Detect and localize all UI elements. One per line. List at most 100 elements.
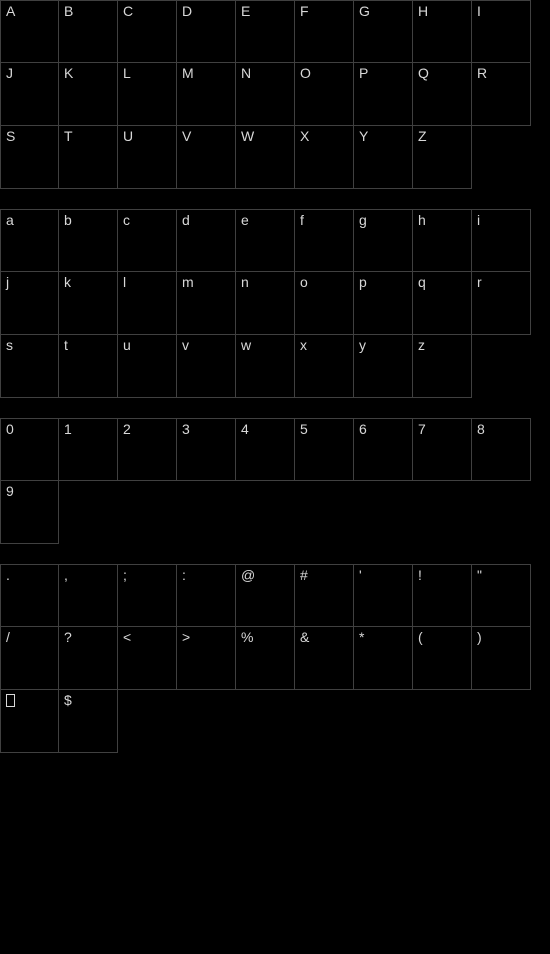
glyph: 7	[418, 421, 426, 437]
glyph: e	[241, 212, 249, 228]
char-cell: :	[177, 564, 236, 627]
char-cell: #	[295, 564, 354, 627]
glyph: H	[418, 3, 429, 19]
char-cell: L	[118, 63, 177, 126]
glyph: n	[241, 274, 249, 290]
char-cell: 8	[472, 418, 531, 481]
glyph: 5	[300, 421, 308, 437]
char-cell: m	[177, 272, 236, 335]
glyph: (	[418, 629, 423, 645]
glyph: T	[64, 128, 73, 144]
char-cell: w	[236, 335, 295, 398]
char-cell: %	[236, 627, 295, 690]
char-cell: $	[59, 690, 118, 753]
glyph: Y	[359, 128, 369, 144]
glyph: N	[241, 65, 252, 81]
glyph: &	[300, 629, 310, 645]
char-cell: Z	[413, 126, 472, 189]
char-cell: x	[295, 335, 354, 398]
glyph: S	[6, 128, 16, 144]
char-cell: ?	[59, 627, 118, 690]
char-cell: K	[59, 63, 118, 126]
glyph: 6	[359, 421, 367, 437]
char-cell: 2	[118, 418, 177, 481]
glyph: b	[64, 212, 72, 228]
char-row: STUVWXYZ	[0, 126, 550, 189]
char-cell: .	[0, 564, 59, 627]
char-cell: >	[177, 627, 236, 690]
character-map: ABCDEFGHIJKLMNOPQRSTUVWXYZabcdefghijklmn…	[0, 0, 550, 753]
glyph: s	[6, 337, 14, 353]
glyph: u	[123, 337, 131, 353]
glyph: L	[123, 65, 131, 81]
char-cell: P	[354, 63, 413, 126]
glyph: g	[359, 212, 367, 228]
char-cell: p	[354, 272, 413, 335]
char-cell: ;	[118, 564, 177, 627]
char-cell: 9	[0, 481, 59, 544]
char-cell: 0	[0, 418, 59, 481]
char-cell: u	[118, 335, 177, 398]
char-cell: C	[118, 0, 177, 63]
char-cell: k	[59, 272, 118, 335]
char-cell: /	[0, 627, 59, 690]
char-cell: S	[0, 126, 59, 189]
glyph: d	[182, 212, 190, 228]
char-row: /? <>%& * ()	[0, 627, 550, 690]
glyph: D	[182, 3, 193, 19]
char-cell: j	[0, 272, 59, 335]
char-cell: 5	[295, 418, 354, 481]
glyph: 0	[6, 421, 14, 437]
glyph: B	[64, 3, 74, 19]
char-cell: 7	[413, 418, 472, 481]
glyph: M	[182, 65, 194, 81]
char-row: JKLMNOPQR	[0, 63, 550, 126]
char-cell: e	[236, 209, 295, 272]
glyph: E	[241, 3, 251, 19]
glyph: *	[359, 629, 365, 645]
char-cell: t	[59, 335, 118, 398]
char-cell: o	[295, 272, 354, 335]
glyph: ?	[64, 629, 72, 645]
char-cell: @	[236, 564, 295, 627]
glyph: Q	[418, 65, 429, 81]
char-cell: H	[413, 0, 472, 63]
section-digits: 0123456789	[0, 418, 550, 544]
glyph: w	[241, 337, 252, 353]
char-cell: 4	[236, 418, 295, 481]
glyph: )	[477, 629, 482, 645]
glyph: V	[182, 128, 192, 144]
glyph: A	[6, 3, 16, 19]
char-cell: r	[472, 272, 531, 335]
glyph: :	[182, 567, 186, 583]
char-cell: Y	[354, 126, 413, 189]
char-cell: V	[177, 126, 236, 189]
char-cell: '	[354, 564, 413, 627]
char-cell: N	[236, 63, 295, 126]
glyph: o	[300, 274, 308, 290]
glyph: k	[64, 274, 72, 290]
glyph: i	[477, 212, 481, 228]
char-cell: *	[354, 627, 413, 690]
char-cell: 6	[354, 418, 413, 481]
glyph: #	[300, 567, 308, 583]
glyph: P	[359, 65, 369, 81]
char-cell: O	[295, 63, 354, 126]
char-cell: n	[236, 272, 295, 335]
glyph: R	[477, 65, 488, 81]
glyph: @	[241, 567, 256, 583]
char-row: jklmnopqr	[0, 272, 550, 335]
glyph: l	[123, 274, 127, 290]
char-cell: c	[118, 209, 177, 272]
glyph: ;	[123, 567, 127, 583]
char-cell: B	[59, 0, 118, 63]
glyph: j	[6, 274, 10, 290]
char-cell: R	[472, 63, 531, 126]
char-cell: !	[413, 564, 472, 627]
char-cell: (	[413, 627, 472, 690]
char-cell: l	[118, 272, 177, 335]
char-cell: <	[118, 627, 177, 690]
char-cell: U	[118, 126, 177, 189]
glyph: a	[6, 212, 14, 228]
glyph: "	[477, 567, 482, 583]
